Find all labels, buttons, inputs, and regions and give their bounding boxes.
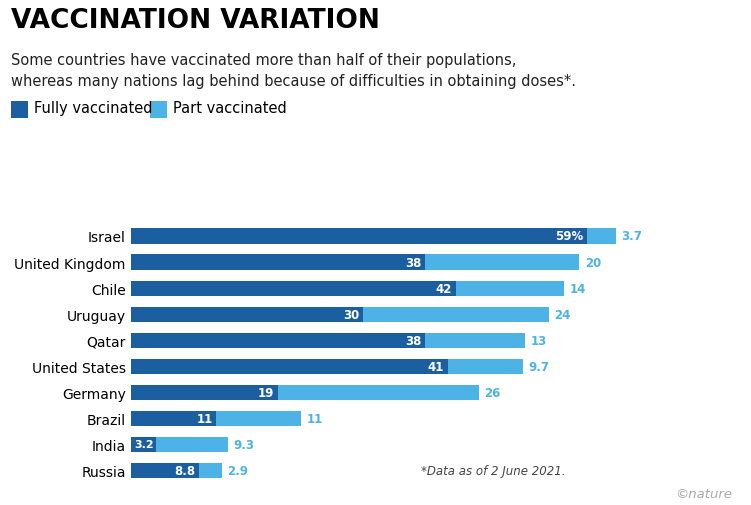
Bar: [131, 307, 363, 322]
Bar: [131, 385, 278, 400]
Text: 41: 41: [428, 360, 445, 373]
Text: 9.3: 9.3: [234, 438, 255, 451]
Text: 13: 13: [531, 334, 547, 347]
Bar: [131, 333, 425, 348]
Bar: [131, 255, 425, 270]
Bar: [448, 359, 523, 374]
Text: 11: 11: [196, 412, 213, 425]
Text: 3.2: 3.2: [134, 439, 154, 449]
Bar: [425, 255, 580, 270]
Text: Some countries have vaccinated more than half of their populations,
whereas many: Some countries have vaccinated more than…: [11, 53, 576, 89]
Text: 38: 38: [405, 256, 421, 269]
Text: VACCINATION VARIATION: VACCINATION VARIATION: [11, 8, 380, 33]
Bar: [216, 411, 301, 426]
Bar: [131, 411, 216, 426]
Bar: [131, 463, 200, 478]
Bar: [278, 385, 479, 400]
Text: 42: 42: [436, 282, 452, 295]
Bar: [200, 463, 222, 478]
Text: Fully vaccinated: Fully vaccinated: [34, 101, 152, 116]
Text: 3.7: 3.7: [621, 230, 642, 243]
Bar: [363, 307, 548, 322]
Bar: [131, 437, 156, 452]
Bar: [131, 229, 587, 244]
Text: 24: 24: [554, 308, 570, 321]
Bar: [131, 281, 456, 296]
Text: ©nature: ©nature: [675, 487, 732, 500]
Text: 20: 20: [585, 256, 601, 269]
Text: 30: 30: [343, 308, 359, 321]
Bar: [456, 281, 564, 296]
Text: 2.9: 2.9: [228, 464, 249, 477]
Text: 38: 38: [405, 334, 421, 347]
Bar: [156, 437, 228, 452]
Bar: [587, 229, 616, 244]
Text: 19: 19: [258, 386, 274, 399]
Text: *Data as of 2 June 2021.: *Data as of 2 June 2021.: [421, 464, 565, 477]
Text: 8.8: 8.8: [174, 464, 195, 477]
Text: 14: 14: [569, 282, 586, 295]
Text: 59%: 59%: [555, 230, 584, 243]
Text: Part vaccinated: Part vaccinated: [173, 101, 286, 116]
Text: 11: 11: [306, 412, 323, 425]
Text: 26: 26: [484, 386, 501, 399]
Bar: [131, 359, 448, 374]
Text: 9.7: 9.7: [529, 360, 550, 373]
Bar: [425, 333, 526, 348]
